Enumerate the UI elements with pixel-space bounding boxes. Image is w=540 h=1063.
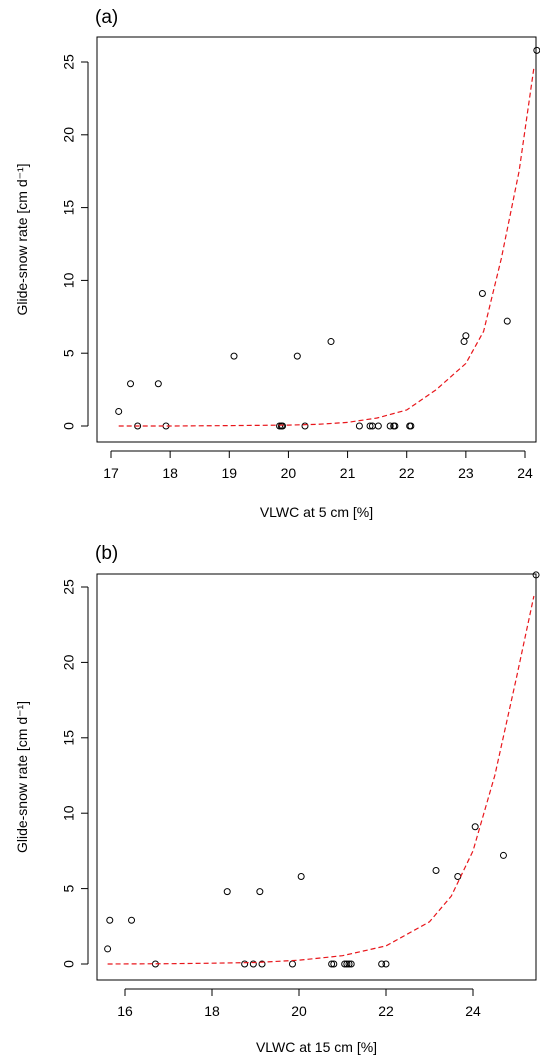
data-point: [249, 960, 257, 968]
data-point: [279, 422, 287, 430]
data-point: [499, 851, 507, 859]
data-point: [256, 888, 264, 896]
x-tick-label: 23: [458, 465, 474, 481]
data-point: [330, 960, 338, 968]
x-tick-label: 24: [465, 1003, 481, 1019]
fit-curve: [118, 67, 535, 427]
data-point: [478, 290, 486, 298]
data-point: [134, 422, 142, 430]
data-point: [407, 422, 415, 430]
data-point: [462, 332, 470, 340]
plot-frame: [96, 573, 537, 981]
data-point: [347, 960, 355, 968]
data-point: [471, 823, 479, 831]
y-tick-label: 25: [61, 579, 77, 595]
data-point: [378, 960, 386, 968]
x-axis-title: VLWC at 5 cm [%]: [260, 504, 373, 520]
data-point: [382, 960, 390, 968]
data-point: [127, 380, 135, 388]
y-tick-label: 15: [61, 200, 77, 216]
x-tick-label: 16: [117, 1003, 133, 1019]
chart-panel-b: (b) 16 18 20 22 24 0 5 10 15 20 25 VLWC at 15 cm [%]…: [14, 543, 540, 1055]
y-tick-label: 20: [61, 654, 77, 670]
x-tick-label: 22: [399, 465, 415, 481]
data-point: [366, 422, 374, 430]
data-point: [341, 960, 349, 968]
x-tick-label: 17: [103, 465, 119, 481]
data-point: [374, 422, 382, 430]
data-point: [258, 960, 266, 968]
x-tick-label: 24: [517, 465, 533, 481]
x-axis-title: VLWC at 15 cm [%]: [256, 1039, 377, 1055]
data-point: [115, 407, 123, 415]
x-tick-label: 22: [378, 1003, 394, 1019]
x-tick-label: 18: [204, 1003, 220, 1019]
data-point: [391, 422, 399, 430]
plot-frame: [96, 36, 537, 443]
data-point: [327, 338, 335, 346]
y-tick-label: 0: [61, 960, 77, 968]
data-point: [128, 916, 136, 924]
x-tick-label: 18: [162, 465, 178, 481]
data-point: [293, 352, 301, 360]
data-point: [106, 916, 114, 924]
y-tick-label: 10: [61, 805, 77, 821]
x-tick-label: 20: [281, 465, 297, 481]
data-point: [288, 960, 296, 968]
data-point: [301, 422, 309, 430]
x-tick-label: 20: [291, 1003, 307, 1019]
data-point: [345, 960, 353, 968]
y-axis-title: Glide-snow rate [cm d⁻¹]: [14, 701, 30, 853]
data-point: [154, 380, 162, 388]
x-tick-label: 21: [340, 465, 356, 481]
y-tick-label: 15: [61, 730, 77, 746]
data-point: [532, 571, 540, 579]
data-point: [328, 960, 336, 968]
data-point: [297, 873, 305, 881]
data-point: [454, 873, 462, 881]
data-point: [241, 960, 249, 968]
data-point: [104, 945, 112, 953]
data-point: [533, 46, 540, 54]
y-tick-label: 5: [61, 884, 77, 892]
y-tick-label: 5: [61, 349, 77, 357]
panel-label: (a): [95, 7, 118, 28]
chart-panel-a: (a) 17 18 19 20 21 22 23 24 0 5 10 15 20 25 VLWC at 5 c…: [14, 7, 540, 520]
panel-label: (b): [95, 543, 118, 564]
y-tick-label: 25: [61, 54, 77, 70]
fit-curve: [107, 595, 535, 965]
data-point: [386, 422, 394, 430]
x-tick-label: 19: [221, 465, 237, 481]
data-point: [223, 888, 231, 896]
y-tick-label: 0: [61, 422, 77, 430]
data-point: [460, 338, 468, 346]
data-point: [343, 960, 351, 968]
y-axis-title: Glide-snow rate [cm d⁻¹]: [14, 163, 30, 315]
data-point: [432, 867, 440, 875]
data-point: [503, 317, 511, 325]
y-tick-label: 20: [61, 127, 77, 143]
y-tick-label: 10: [61, 272, 77, 288]
data-point: [355, 422, 363, 430]
data-point: [230, 352, 238, 360]
